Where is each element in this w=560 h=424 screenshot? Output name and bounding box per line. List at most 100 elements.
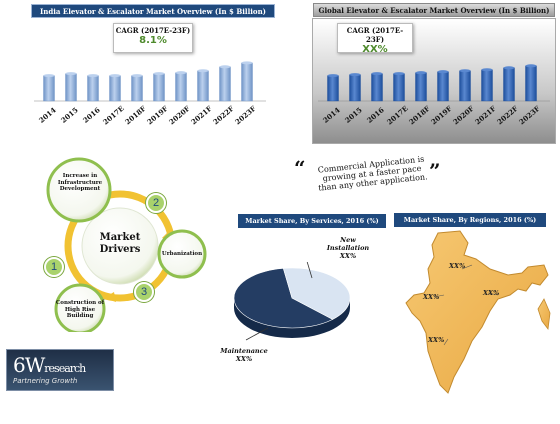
maintenance-value: XX%: [235, 355, 253, 363]
india-map: [405, 230, 551, 394]
india-bar-cap-2021F: [197, 69, 209, 73]
india-bar-2023F: [241, 62, 253, 102]
india-bar-2021F: [197, 70, 209, 102]
global-bar-2022F: [503, 67, 515, 102]
india-cagr-value: 8.1%: [139, 35, 167, 46]
services-pie-chart: [233, 262, 351, 341]
global-bar-cap-2014: [327, 74, 339, 78]
global-cagr-label: CAGR (2017E-23F): [346, 26, 404, 44]
new-installation-line2: Installation: [326, 244, 370, 252]
india-bar-cap-2020F: [175, 71, 187, 75]
india-bar-cap-2022F: [219, 65, 231, 69]
region-value-south: XX%: [428, 336, 445, 344]
maintenance-leader-line: [245, 327, 269, 341]
india-tick-2017E: 2017E: [101, 104, 126, 127]
driver-1-line3: Development: [59, 186, 101, 192]
new-installation-callout: New Installation XX%: [318, 236, 378, 260]
india-bar-chart: 2014 2015 2016 2017E2018F2019F2020F2021F202…: [34, 61, 266, 127]
drivers-center-line2: Drivers: [99, 244, 141, 255]
pie-slice-new-installation: [282, 267, 351, 320]
region-value-west: XX%: [423, 293, 440, 301]
india-bar-cap-2016: [87, 74, 99, 78]
6wresearch-logo: 6Wresearch Partnering Growth: [6, 349, 114, 391]
driver-1-line1: Increase in: [62, 173, 98, 179]
driver-1-circle: [46, 157, 112, 223]
global-tick-2020F: 2020F: [451, 104, 476, 127]
global-bar-cap-2018F: [415, 71, 427, 75]
india-tick-2018F: 2018F: [123, 104, 148, 127]
drivers-center-circle: [81, 207, 159, 285]
driver-3-circle: [54, 283, 106, 332]
region-value-north: XX%: [449, 262, 466, 270]
driver-badge-1: 1: [44, 257, 64, 277]
maintenance-label: Maintenance: [220, 347, 268, 355]
global-bar-2019F: [437, 71, 449, 102]
india-chart-title: India Elevator & Escalator Market Overvi…: [31, 4, 275, 18]
india-bar-cap-2015: [65, 72, 77, 76]
driver-3-line3: Building: [66, 313, 94, 319]
global-bar-chart: 2014 2015 2016 2017E2018F2019F2020F2021F202…: [318, 64, 550, 127]
logo-name-6w: 6W: [13, 353, 45, 377]
india-bar-cap-2019F: [153, 72, 165, 76]
region-leader-south: [443, 338, 449, 346]
global-bar-cap-2020F: [459, 69, 471, 73]
driver-3-line1: Construction of: [55, 300, 105, 306]
india-tick-2023F: 2023F: [233, 104, 258, 127]
regions-chart-title: Market Share, By Regions, 2016 (%): [394, 213, 546, 227]
global-tick-2016: 2016: [365, 105, 386, 125]
andaman-islands-shape: [537, 298, 551, 331]
region-leader-north: [461, 264, 473, 270]
india-bar-2022F: [219, 66, 231, 102]
global-bar-cap-2017E: [393, 72, 405, 76]
global-cagr-box: CAGR (2017E-23F) XX%: [337, 23, 413, 55]
drivers-center-line1: Market: [99, 232, 141, 243]
india-cagr-label: CAGR (2017E-23F): [115, 26, 191, 35]
global-tick-2017E: 2017E: [385, 104, 410, 127]
india-bar-2014: [43, 75, 55, 102]
logo-name: 6Wresearch: [13, 353, 86, 377]
india-tick-2019F: 2019F: [145, 104, 170, 127]
global-bar-cap-2023F: [525, 64, 537, 68]
global-cagr-value: XX%: [362, 44, 388, 55]
driver-urbanization-label: Urbanization: [161, 251, 203, 257]
india-tick-2014: 2014: [37, 105, 58, 125]
driver-infrastructure-label: Increase in Infrastructure Development: [49, 173, 111, 193]
global-bar-2016: [371, 73, 383, 102]
india-bar-cap-2023F: [241, 61, 253, 65]
india-tick-2016: 2016: [81, 105, 102, 125]
global-tick-2014: 2014: [321, 105, 342, 125]
quote-close-mark: ”: [429, 159, 441, 183]
services-chart-title: Market Share, By Services, 2016 (%): [238, 214, 386, 228]
quote-open-mark: “: [294, 156, 306, 180]
india-bar-cap-2018F: [131, 74, 143, 78]
region-leader-east: [487, 292, 499, 296]
market-drivers-diagram: [46, 157, 207, 332]
global-tick-2019F: 2019F: [429, 104, 454, 127]
global-bar-2014: [327, 75, 339, 102]
global-bar-cap-2021F: [481, 68, 493, 72]
new-installation-value: XX%: [339, 252, 357, 260]
india-bar-2016: [87, 75, 99, 102]
india-map-shape: [405, 230, 549, 394]
drivers-center-label: Market Drivers: [85, 232, 155, 256]
global-bar-cap-2016: [371, 72, 383, 76]
pie-slice-maintenance: [233, 268, 334, 329]
global-tick-2023F: 2023F: [517, 104, 542, 127]
global-tick-2018F: 2018F: [407, 104, 432, 127]
global-bar-cap-2022F: [503, 66, 515, 70]
global-bar-2020F: [459, 70, 471, 102]
commercial-application-quote: Commercial Application is growing at a f…: [295, 152, 449, 195]
maintenance-callout: Maintenance XX%: [212, 347, 276, 363]
logo-tagline: Partnering Growth: [13, 377, 78, 385]
india-bar-2019F: [153, 73, 165, 102]
new-installation-leader-line: [306, 262, 313, 279]
driver-construction-label: Construction of High Rise Building: [52, 300, 108, 320]
india-tick-2015: 2015: [59, 105, 80, 125]
india-bar-2015: [65, 73, 77, 102]
india-tick-2020F: 2020F: [167, 104, 192, 127]
global-bar-2021F: [481, 69, 493, 102]
global-tick-2022F: 2022F: [495, 104, 520, 127]
global-tick-2021F: 2021F: [473, 104, 498, 127]
global-bar-2023F: [525, 65, 537, 102]
global-tick-2015: 2015: [343, 105, 364, 125]
